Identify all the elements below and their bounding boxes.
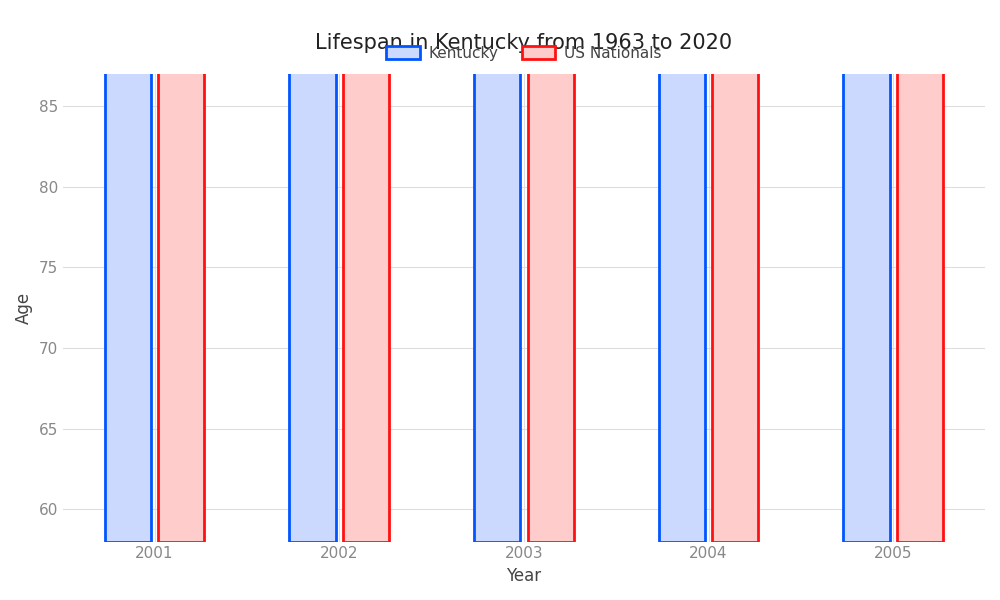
Bar: [158, 0, 204, 542]
Legend: Kentucky, US Nationals: Kentucky, US Nationals: [380, 40, 668, 67]
Bar: [897, 0, 943, 542]
Bar: [343, 0, 389, 542]
Bar: [843, 0, 890, 542]
Bar: [712, 0, 758, 542]
Bar: [528, 0, 574, 542]
Title: Lifespan in Kentucky from 1963 to 2020: Lifespan in Kentucky from 1963 to 2020: [315, 33, 732, 53]
Bar: [474, 0, 520, 542]
Y-axis label: Age: Age: [15, 292, 33, 324]
Bar: [289, 0, 336, 542]
Bar: [105, 0, 151, 542]
X-axis label: Year: Year: [506, 567, 541, 585]
Bar: [659, 0, 705, 542]
